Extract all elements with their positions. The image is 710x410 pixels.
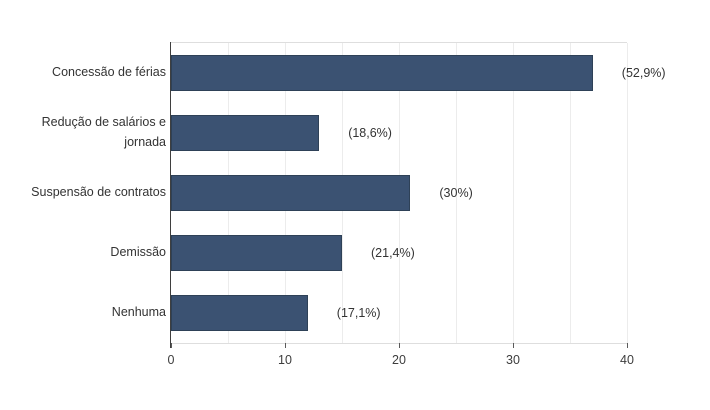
y-axis-category-label: Suspensão de contratos — [31, 185, 166, 199]
bar — [171, 115, 320, 151]
bar-value-label: (52,9%) — [621, 66, 666, 80]
x-axis-tick — [398, 343, 400, 348]
bar-value-label: (21,4%) — [371, 246, 415, 260]
plot-area: (52,9%) (18,6%) (30%) (21,4%) (17,1%) — [171, 42, 666, 344]
x-axis-tick — [170, 343, 172, 348]
y-axis-category-label: Redução de salários e jornada — [41, 115, 166, 149]
y-axis-category-label: Nenhuma — [111, 305, 166, 319]
x-axis-tick — [626, 343, 628, 348]
gridline — [569, 43, 571, 343]
x-axis-tick — [512, 343, 514, 348]
gridline — [626, 43, 628, 343]
bar — [171, 55, 593, 91]
x-axis-tick-label: 40 — [620, 353, 634, 367]
bar — [171, 295, 308, 331]
bar-value-label: (18,6%) — [348, 126, 392, 140]
y-axis-line — [169, 42, 171, 348]
bar-value-label: (30%) — [439, 186, 473, 200]
gridline — [512, 43, 514, 343]
x-axis-tick-label: 10 — [278, 353, 292, 367]
gridline — [455, 43, 457, 343]
y-axis-category-label: Concessão de férias — [52, 65, 166, 79]
x-axis-tick-label: 20 — [392, 353, 406, 367]
x-axis-tick-label: 30 — [506, 353, 520, 367]
bar — [171, 175, 411, 211]
y-axis-category-label: Demissão — [110, 245, 166, 259]
bar — [171, 235, 342, 271]
x-axis-tick — [284, 343, 286, 348]
bar-value-label: (17,1%) — [336, 306, 381, 320]
x-axis-tick-label: 0 — [167, 353, 175, 367]
